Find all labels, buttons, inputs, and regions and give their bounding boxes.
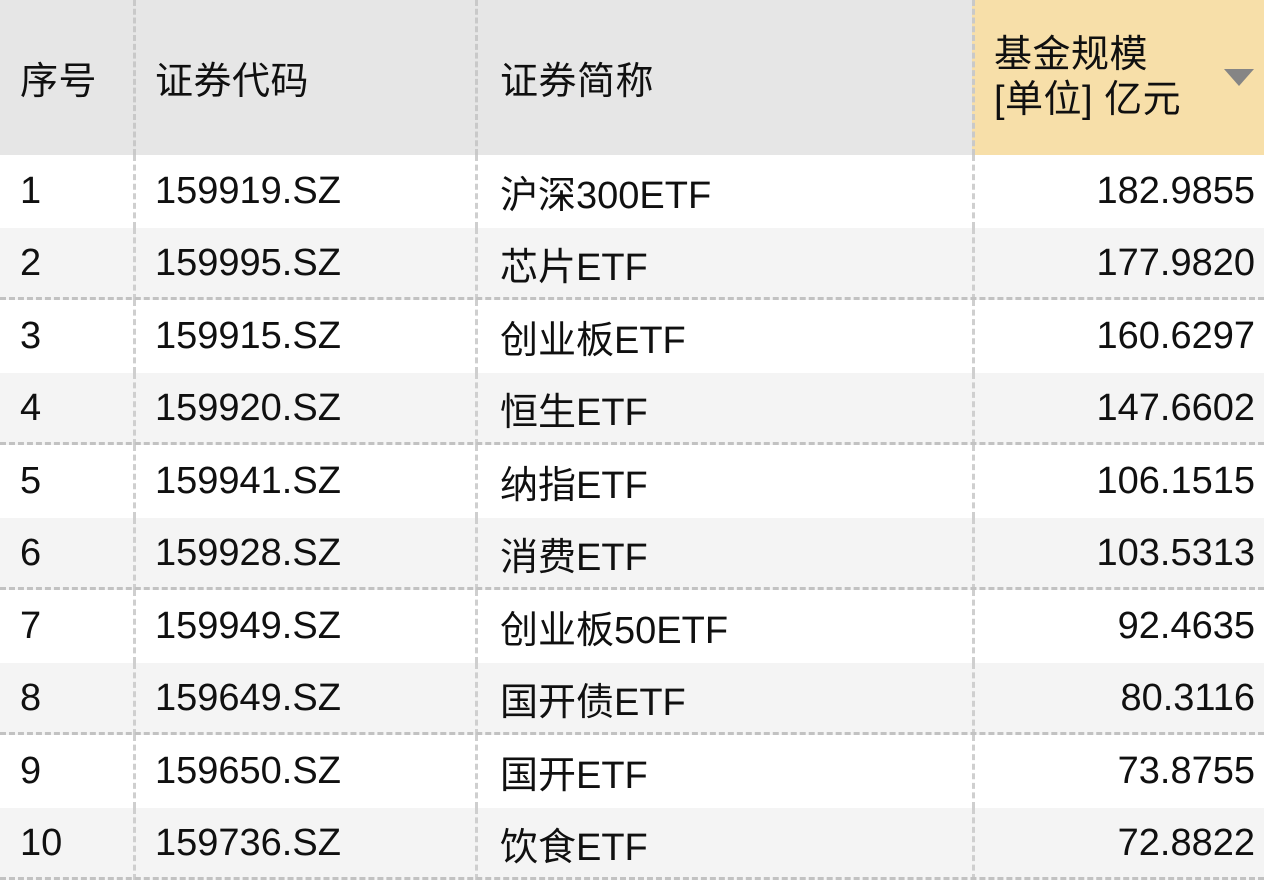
- cell-index: 8: [20, 677, 42, 720]
- cell-scale: 160.6297: [972, 300, 1264, 373]
- cell-scale: 80.3116: [972, 662, 1264, 736]
- cell-name: 国开ETF: [475, 735, 972, 808]
- column-header-code[interactable]: 证券代码: [133, 0, 475, 155]
- cell-code: 159995.SZ: [133, 227, 475, 301]
- table-row[interactable]: 8 159649.SZ 国开债ETF 80.3116: [0, 662, 1264, 736]
- cell-index: 9: [20, 749, 42, 792]
- cell-code: 159649.SZ: [133, 662, 475, 736]
- cell-scale: 72.8822: [972, 807, 1264, 880]
- column-header-scale-label: 基金规模: [994, 34, 1149, 77]
- cell-index: 2: [20, 242, 42, 285]
- table-row[interactable]: 7 159949.SZ 创业板50ETF 92.4635: [0, 590, 1264, 663]
- column-header-scale-unit: [单位] 亿元: [994, 78, 1182, 121]
- cell-code: 159915.SZ: [133, 300, 475, 373]
- table-row[interactable]: 5 159941.SZ 纳指ETF 106.1515: [0, 445, 1264, 518]
- cell-name: 创业板50ETF: [475, 590, 972, 663]
- cell-scale: 106.1515: [972, 445, 1264, 518]
- table-row[interactable]: 1 159919.SZ 沪深300ETF 182.9855: [0, 155, 1264, 228]
- cell-code: 159941.SZ: [133, 445, 475, 518]
- table-header-row: 序号 证券代码 证券简称 基金规模 [单位] 亿元: [0, 0, 1264, 155]
- column-header-index-label: 序号: [20, 61, 98, 103]
- table-row[interactable]: 10 159736.SZ 饮食ETF 72.8822: [0, 807, 1264, 880]
- cell-index: 6: [20, 532, 42, 575]
- cell-index: 3: [20, 314, 42, 357]
- table-body: 1 159919.SZ 沪深300ETF 182.9855 2 159995.SZ 芯片ET…: [0, 155, 1264, 880]
- cell-scale: 147.6602: [972, 372, 1264, 446]
- table-row[interactable]: 2 159995.SZ 芯片ETF 177.9820: [0, 227, 1264, 301]
- cell-code: 159920.SZ: [133, 372, 475, 446]
- cell-scale: 182.9855: [972, 155, 1264, 228]
- cell-scale: 177.9820: [972, 227, 1264, 301]
- cell-scale: 103.5313: [972, 517, 1264, 591]
- cell-code: 159949.SZ: [133, 590, 475, 663]
- column-header-code-label: 证券代码: [155, 61, 310, 103]
- cell-name: 饮食ETF: [475, 807, 972, 880]
- table-row[interactable]: 3 159915.SZ 创业板ETF 160.6297: [0, 300, 1264, 373]
- cell-index: 4: [20, 387, 42, 430]
- column-header-name[interactable]: 证券简称: [475, 0, 972, 155]
- table-row[interactable]: 9 159650.SZ 国开ETF 73.8755: [0, 735, 1264, 808]
- caret-down-icon[interactable]: [1224, 69, 1254, 86]
- cell-name: 芯片ETF: [475, 227, 972, 301]
- cell-name: 纳指ETF: [475, 445, 972, 518]
- column-header-index[interactable]: 序号: [0, 0, 133, 155]
- cell-name: 创业板ETF: [475, 300, 972, 373]
- cell-scale: 92.4635: [972, 590, 1264, 663]
- table-row[interactable]: 6 159928.SZ 消费ETF 103.5313: [0, 517, 1264, 591]
- column-header-name-label: 证券简称: [500, 61, 655, 103]
- cell-index: 5: [20, 459, 42, 502]
- cell-index: 10: [20, 822, 63, 865]
- cell-index: 7: [20, 604, 42, 647]
- cell-index: 1: [20, 169, 42, 212]
- table-row[interactable]: 4 159920.SZ 恒生ETF 147.6602: [0, 372, 1264, 446]
- cell-name: 沪深300ETF: [475, 155, 972, 228]
- cell-name: 恒生ETF: [475, 372, 972, 446]
- cell-name: 国开债ETF: [475, 662, 972, 736]
- cell-scale: 73.8755: [972, 735, 1264, 808]
- cell-code: 159650.SZ: [133, 735, 475, 808]
- cell-code: 159919.SZ: [133, 155, 475, 228]
- cell-code: 159736.SZ: [133, 807, 475, 880]
- cell-name: 消费ETF: [475, 517, 972, 591]
- column-header-scale[interactable]: 基金规模 [单位] 亿元: [972, 0, 1264, 155]
- cell-code: 159928.SZ: [133, 517, 475, 591]
